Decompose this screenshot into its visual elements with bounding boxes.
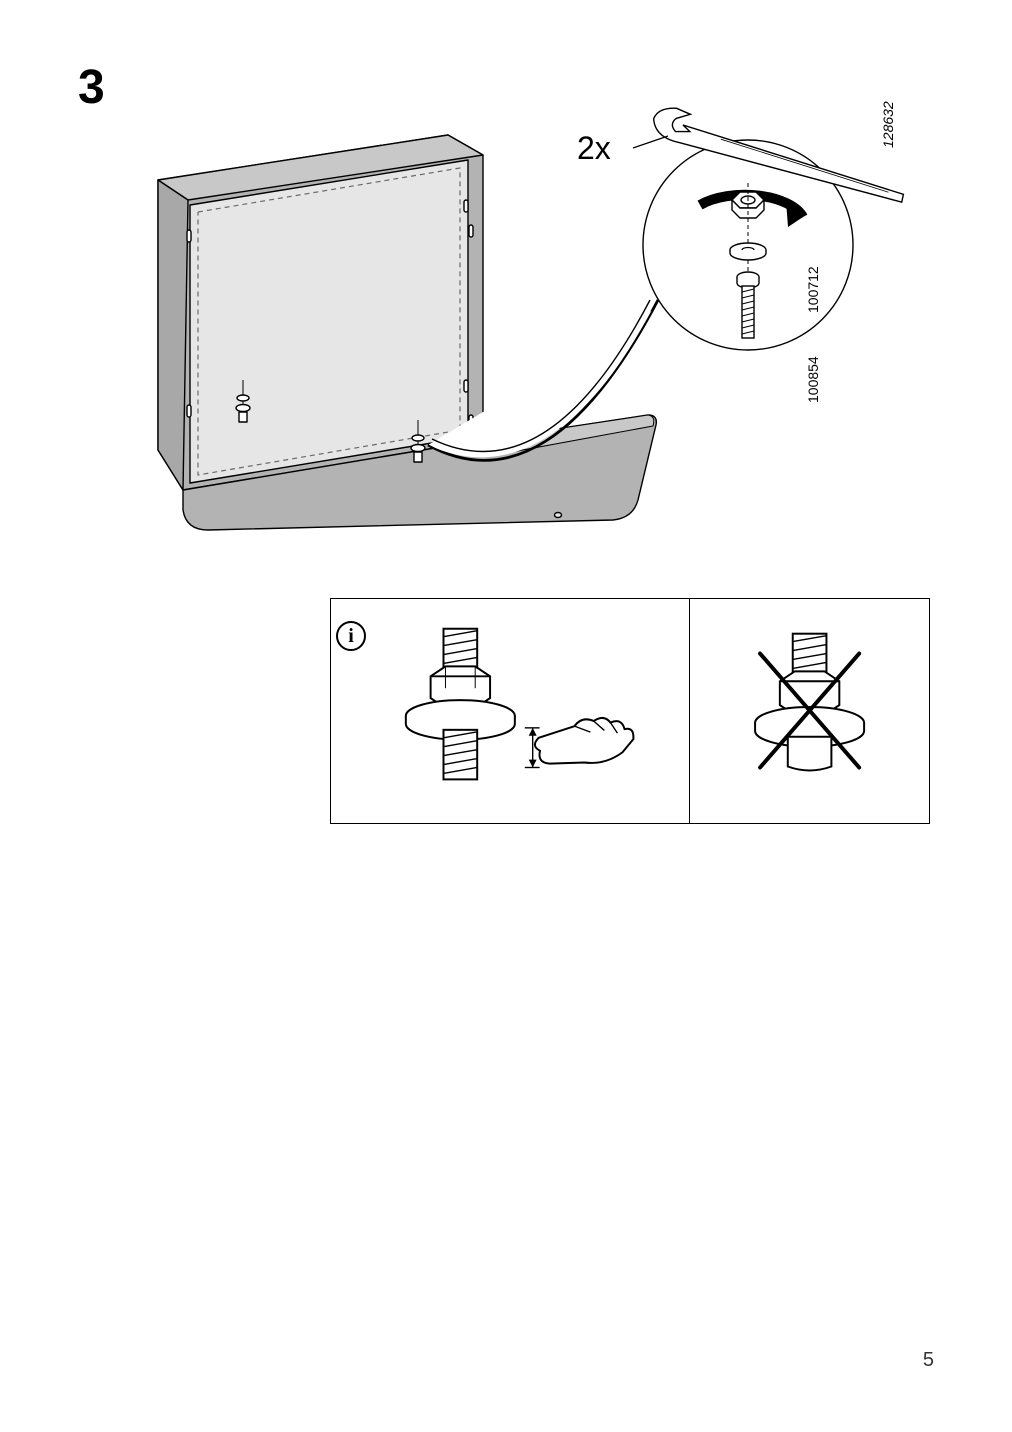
main-assembly-diagram — [128, 100, 928, 560]
correct-assembly-icon — [331, 599, 689, 823]
info-box: i — [330, 598, 930, 824]
info-correct-panel: i — [331, 599, 690, 823]
washer-bolt-part-number: 100854 — [805, 356, 821, 403]
nut-part-number: 100712 — [805, 266, 821, 313]
instruction-page: 3 — [0, 0, 1012, 1432]
info-incorrect-panel — [690, 599, 929, 823]
info-icon: i — [336, 621, 366, 651]
incorrect-assembly-icon — [690, 599, 929, 823]
quantity-label: 2x — [577, 130, 611, 167]
step-number: 3 — [78, 60, 105, 115]
page-number: 5 — [923, 1349, 934, 1372]
wrench-part-number: 128632 — [880, 101, 896, 148]
